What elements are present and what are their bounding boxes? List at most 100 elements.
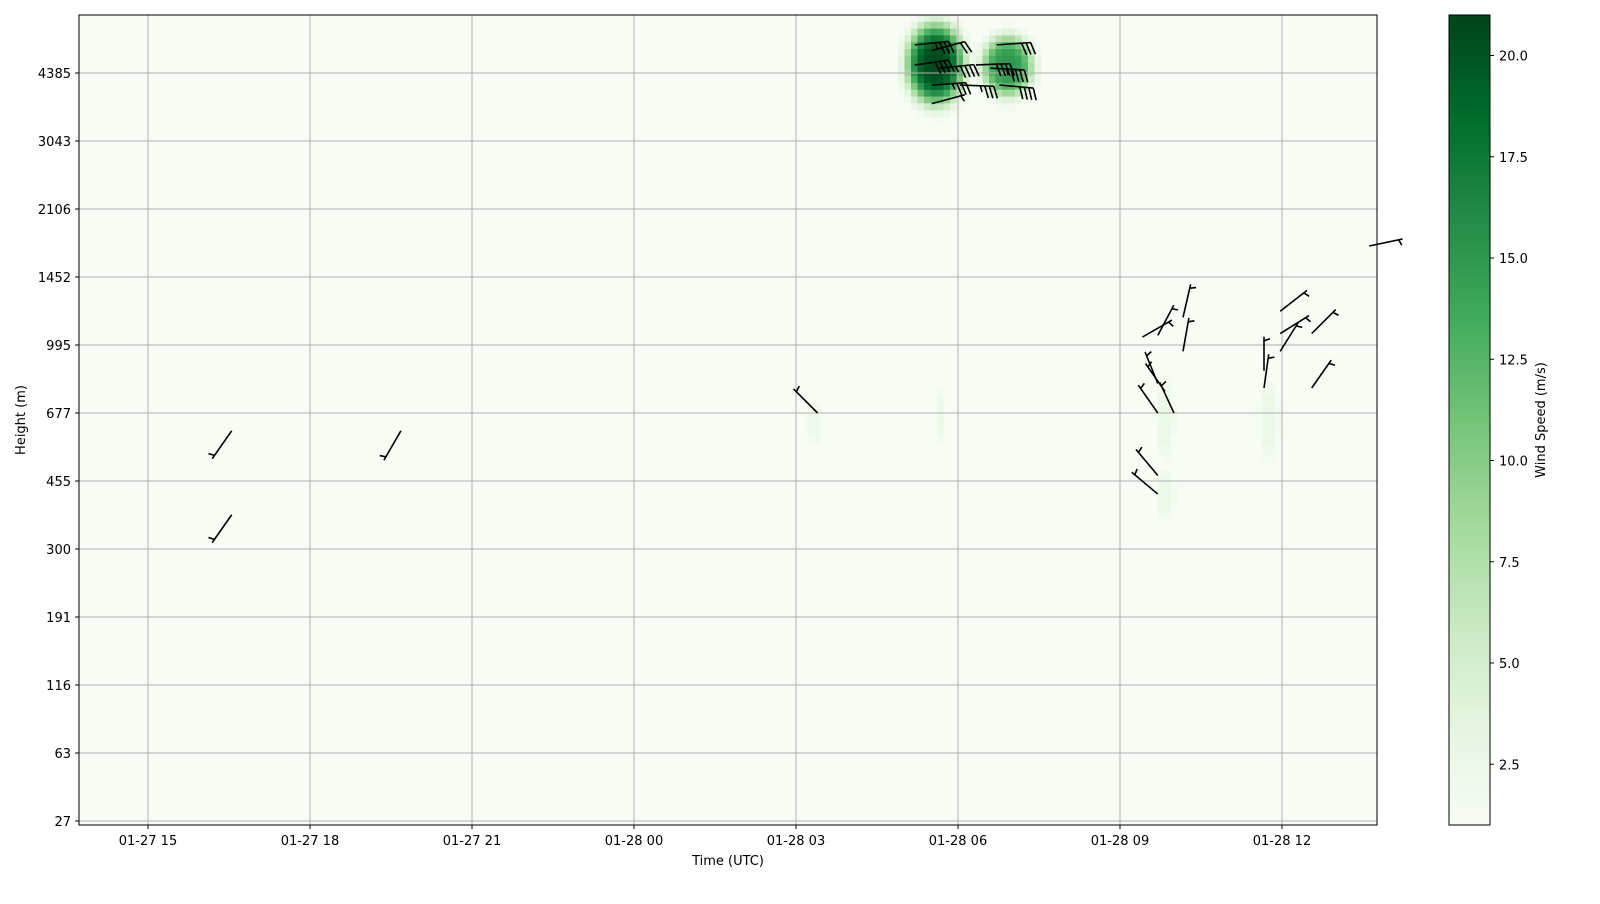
heatmap-cell (1158, 497, 1165, 505)
heatmap-cell (930, 83, 938, 91)
heatmap-cell (1002, 76, 1009, 84)
heatmap-cell (930, 110, 938, 118)
barb-full-feather (1010, 69, 1016, 82)
heatmap-cell (930, 62, 938, 70)
heatmap-cell (982, 49, 990, 57)
heatmap-cell (911, 76, 918, 84)
heatmap-cell (1275, 423, 1282, 431)
barb-shaft (1279, 314, 1310, 335)
heatmap-cell (1034, 42, 1042, 50)
colorbar-tick-label: 20.0 (1499, 50, 1528, 65)
y-axis-label: Height (m) (14, 385, 29, 455)
heatmap-cell (995, 35, 1003, 43)
heatmap-cell (807, 423, 814, 431)
wind-barb (1182, 284, 1197, 318)
heatmap-cell (937, 436, 944, 444)
heatmap-cell (1262, 395, 1269, 403)
heatmap-cell (898, 42, 905, 50)
barb-full-feather (1032, 87, 1037, 101)
x-tick-label: 01-28 00 (605, 834, 663, 849)
heatmap-cell (943, 21, 951, 29)
heatmap-cell (1028, 55, 1035, 63)
heatmap-cell (1164, 402, 1172, 410)
heatmap-cell (956, 21, 964, 29)
heatmap-cell (1268, 402, 1276, 410)
heatmap-cell (1002, 55, 1009, 63)
heatmap-cell (950, 35, 957, 43)
barb-shaft (1182, 284, 1192, 318)
plot-area (79, 15, 1377, 825)
heatmap-cell (950, 110, 957, 118)
heatmap-cell (1164, 382, 1172, 390)
barb-half-feather (934, 42, 939, 49)
y-tick-label: 27 (54, 815, 71, 830)
wind-barb (1135, 446, 1159, 476)
heatmap-cell (917, 35, 925, 43)
colorbar-tick-label: 2.5 (1499, 758, 1520, 773)
heatmap-cell (950, 15, 957, 23)
heatmap-cell (911, 49, 918, 57)
barb-shaft (211, 430, 233, 460)
heatmap-cell (1164, 436, 1172, 444)
heatmap-cell (982, 62, 990, 70)
heatmap-cell (937, 89, 944, 97)
y-tick-label: 191 (46, 611, 71, 626)
barb-half-feather (1160, 380, 1167, 387)
wind-barb (1369, 238, 1403, 247)
heatmap-cell (1151, 491, 1159, 499)
barb-full-feather (984, 85, 990, 99)
barb-shaft (1144, 351, 1159, 384)
barb-full-feather (1019, 86, 1024, 100)
heatmap-cell (989, 35, 996, 43)
heatmap-cell (995, 89, 1003, 97)
heatmap-cell (950, 28, 957, 36)
heatmap-cell (1158, 389, 1165, 397)
barb-full-feather (959, 42, 969, 54)
heatmap-cell (976, 76, 983, 84)
colorbar-ticks: 2.5 5.0 7.5 10.0 12.5 15.0 17.5 20.0 (1490, 50, 1528, 773)
heatmap-cell (1158, 402, 1165, 410)
heatmap-cell (1275, 402, 1282, 410)
heatmap-cell (937, 429, 944, 437)
heatmap-cell (1262, 429, 1269, 437)
heatmap-cell (969, 62, 977, 70)
heatmap-cell (950, 21, 957, 29)
heatmap-cell (911, 21, 918, 29)
heatmap-cell (1262, 457, 1269, 465)
heatmap-cell (1034, 62, 1042, 70)
wind-barb (996, 41, 1037, 56)
heatmap-cell (930, 55, 938, 63)
y-tick-label: 677 (46, 407, 71, 422)
barb-half-feather (208, 536, 215, 541)
heatmap-cell (924, 96, 931, 104)
heatmap-cell (1275, 416, 1282, 424)
heatmap-cell (807, 416, 814, 424)
heatmap-cell (898, 35, 905, 43)
heatmap-cell (989, 62, 996, 70)
heatmap-cell (1015, 96, 1022, 104)
heatmap-cell (995, 76, 1003, 84)
heatmap-cell (1164, 389, 1172, 397)
heatmap-cell (1158, 450, 1165, 458)
heatmap-cell (911, 83, 918, 91)
heatmap-cell (1002, 28, 1009, 36)
heatmap-cell (1164, 450, 1172, 458)
barb-half-feather (955, 66, 960, 73)
heatmap-cell (1158, 484, 1165, 492)
heatmap-cell (924, 62, 931, 70)
heatmap-cell (1268, 436, 1276, 444)
heatmap-cell (943, 15, 951, 23)
barb-shaft (383, 430, 402, 461)
wind-barb (931, 40, 973, 54)
heatmap-cell (1164, 504, 1172, 512)
heatmap-cell (1008, 21, 1016, 29)
heatmap-cell (963, 83, 970, 91)
barb-shaft (931, 94, 965, 105)
heatmap-cell (976, 49, 983, 57)
heatmap-cell (1021, 35, 1029, 43)
heatmap-cell (1158, 511, 1165, 519)
x-tick-label: 01-27 21 (443, 834, 501, 849)
barb-full-feather (1023, 87, 1029, 100)
heatmap-cell (911, 62, 918, 70)
barb-shaft (1131, 471, 1159, 495)
